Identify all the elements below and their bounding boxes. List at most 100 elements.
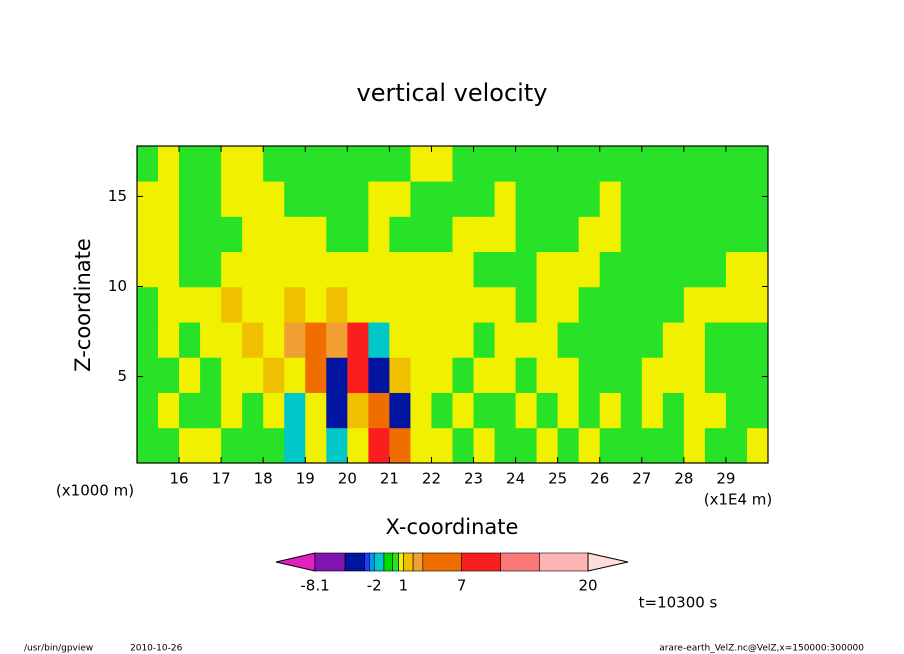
field-cell (746, 357, 769, 393)
field-cell (305, 181, 327, 217)
field-cell (557, 392, 580, 429)
field-cell (683, 322, 706, 358)
field-cell (515, 251, 538, 288)
field-cell (515, 181, 538, 217)
colorbar-box (383, 552, 394, 572)
field-cell (263, 216, 285, 253)
x-tick-label: 28 (674, 470, 693, 488)
field-cell (452, 181, 474, 217)
field-cell (326, 427, 348, 464)
field-cell (389, 392, 411, 429)
field-cell (725, 216, 748, 253)
colorbar-box (314, 552, 346, 572)
field-cell (599, 286, 622, 323)
field-cell (137, 216, 159, 253)
field-cell (620, 357, 643, 393)
field-cell (704, 146, 727, 182)
field-cell (746, 181, 769, 217)
field-cell (305, 251, 327, 288)
field-cell (242, 322, 264, 358)
field-cell (578, 286, 601, 323)
field-cell (200, 427, 222, 464)
field-cell (158, 286, 180, 323)
field-cell (536, 392, 559, 429)
field-cell (494, 146, 516, 182)
field-cell (368, 357, 390, 393)
field-cell (368, 322, 390, 358)
x-axis-unit: (x1E4 m) (704, 491, 773, 509)
field-cell (557, 357, 580, 393)
field-cell (746, 427, 769, 464)
field-cell (704, 322, 727, 358)
field-cell (242, 427, 264, 464)
field-cell (578, 251, 601, 288)
x-tick-label: 18 (254, 470, 273, 488)
field-cell (494, 181, 516, 217)
field-cell (158, 392, 180, 429)
field-cell (683, 251, 706, 288)
field-cell (431, 392, 453, 429)
field-cell (431, 322, 453, 358)
field-cell (200, 216, 222, 253)
field-cell (137, 146, 159, 182)
field-cell (704, 357, 727, 393)
field-cell (620, 251, 643, 288)
field-cell (221, 216, 243, 253)
field-cell (179, 357, 201, 393)
field-cell (620, 427, 643, 464)
colorbar-box (392, 552, 399, 572)
field-cell (263, 181, 285, 217)
field-cell (515, 392, 538, 429)
field-cell (410, 181, 432, 217)
field-cell (704, 427, 727, 464)
field-cell (431, 286, 453, 323)
contour-field (137, 146, 769, 464)
field-cell (158, 181, 180, 217)
field-cell (221, 286, 243, 323)
field-cell (662, 251, 685, 288)
field-cell (347, 286, 369, 323)
colorbar-box (500, 552, 540, 572)
footer-source: arare-earth_VelZ.nc@VelZ,x=150000:300000 (659, 644, 864, 654)
field-cell (326, 181, 348, 217)
field-cell (515, 146, 538, 182)
field-cell (242, 392, 264, 429)
field-cell (242, 357, 264, 393)
field-cell (326, 146, 348, 182)
field-cell (746, 146, 769, 182)
x-tick-label: 20 (338, 470, 357, 488)
x-axis-label: X-coordinate (386, 515, 519, 539)
field-cell (599, 251, 622, 288)
field-cell (725, 357, 748, 393)
field-cell (473, 357, 495, 393)
colorbar-box (461, 552, 501, 572)
field-cell (137, 427, 159, 464)
field-cell (746, 322, 769, 358)
field-cell (473, 216, 495, 253)
field-cell (179, 392, 201, 429)
field-cell (389, 146, 411, 182)
field-cell (179, 251, 201, 288)
field-cell (494, 251, 516, 288)
field-cell (158, 427, 180, 464)
field-cell (452, 286, 474, 323)
field-cell (473, 322, 495, 358)
field-cell (137, 392, 159, 429)
field-cell (494, 286, 516, 323)
field-cell (221, 146, 243, 182)
field-cell (347, 392, 369, 429)
field-cell (284, 181, 306, 217)
field-cell (431, 146, 453, 182)
field-cell (620, 392, 643, 429)
field-cell (368, 146, 390, 182)
field-cell (347, 357, 369, 393)
y-tick-label: 5 (117, 367, 127, 385)
field-cell (662, 322, 685, 358)
field-cell (242, 251, 264, 288)
field-cell (326, 216, 348, 253)
field-cell (389, 216, 411, 253)
field-cell (305, 392, 327, 429)
field-cell (620, 216, 643, 253)
field-cell (200, 251, 222, 288)
field-cell (410, 392, 432, 429)
